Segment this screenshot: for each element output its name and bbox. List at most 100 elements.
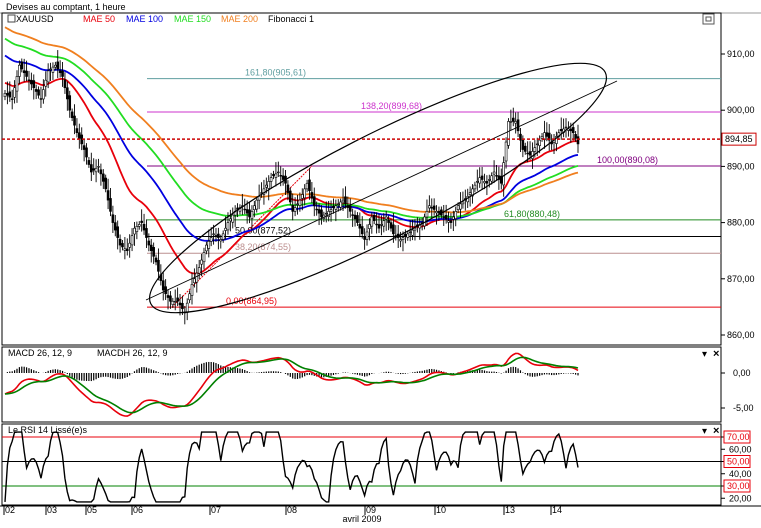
candle-body — [320, 209, 323, 218]
candle-body — [181, 303, 184, 310]
candle-body — [476, 181, 479, 183]
candle-body — [135, 226, 139, 232]
candle-body — [401, 237, 405, 240]
candle-body — [461, 201, 465, 205]
candle-body — [432, 205, 436, 210]
candle-body — [368, 224, 371, 229]
candle-body — [61, 70, 64, 77]
candle-body — [85, 147, 88, 158]
candle-body — [356, 215, 359, 223]
candle-body — [447, 220, 450, 223]
symbol-icon[interactable] — [7, 14, 16, 23]
candle-body — [387, 220, 390, 223]
candle-body — [109, 198, 112, 212]
day-label: 09 — [366, 505, 376, 515]
candle-body — [123, 248, 127, 251]
candle-body — [437, 211, 441, 214]
legend-mae-200[interactable]: MAE 200 — [221, 14, 258, 24]
candle-body — [130, 235, 134, 246]
legend-mae-50[interactable]: MAE 50 — [83, 14, 115, 24]
candle-body — [44, 79, 48, 87]
candle-body — [157, 259, 160, 272]
candle-body — [54, 64, 57, 68]
candle-body — [310, 192, 314, 199]
macdh-label[interactable]: MACDH 26, 12, 9 — [97, 348, 168, 358]
candle-body — [226, 222, 230, 231]
macd-close-icon[interactable]: × — [713, 348, 719, 360]
price-panel: XAUUSD MAE 50 MAE 100 MAE 150 MAE 200 Fi… — [1, 12, 757, 346]
candle-body — [154, 257, 158, 263]
candle-body — [468, 192, 472, 195]
legend-mae-100[interactable]: MAE 100 — [126, 14, 163, 24]
candle-body — [231, 214, 235, 223]
candle-body — [202, 252, 206, 263]
legend-fibonacci[interactable]: Fibonacci 1 — [268, 14, 314, 24]
candle-body — [190, 284, 194, 296]
legend-symbol[interactable]: XAUUSD — [16, 14, 54, 24]
candle-body — [195, 272, 199, 283]
candle-body — [212, 233, 215, 235]
candle-body — [87, 160, 91, 165]
candle-body — [106, 190, 110, 201]
price-tick-label: 860,00 — [727, 330, 755, 340]
candle-body — [574, 134, 577, 139]
candle-body — [329, 209, 333, 212]
candle-body — [526, 152, 529, 155]
price-tick-label: 900,00 — [727, 105, 755, 115]
rsi-close-icon[interactable]: × — [713, 425, 719, 437]
candle-body — [245, 209, 249, 214]
candle-body — [353, 214, 357, 220]
candle-body — [140, 220, 143, 223]
candle-body — [298, 199, 302, 206]
candle-body — [334, 205, 338, 210]
day-label: 03 — [47, 505, 57, 515]
candle-body — [540, 136, 544, 139]
candle-body — [516, 119, 520, 132]
candle-body — [564, 126, 568, 129]
candle-body — [161, 280, 165, 291]
macd-label[interactable]: MACD 26, 12, 9 — [8, 348, 72, 358]
fib-level-label: 161,80(905,61) — [245, 68, 306, 78]
candle-body — [305, 182, 309, 190]
legend: XAUUSD MAE 50 MAE 100 MAE 150 MAE 200 Fi… — [7, 14, 314, 24]
candle-body — [533, 147, 537, 152]
macd-tick-label: 0,00 — [733, 368, 751, 378]
candle-body — [428, 205, 431, 209]
day-label: 08 — [287, 505, 297, 515]
rsi-collapse-icon[interactable]: ▾ — [702, 426, 707, 437]
candle-body — [125, 248, 129, 251]
candle-body — [128, 242, 131, 248]
rsi-label[interactable]: Le RSI 14 Lissé(e)s — [8, 425, 88, 435]
legend-mae-150[interactable]: MAE 150 — [174, 14, 211, 24]
candle-body — [277, 171, 280, 174]
price-axis: 910,00 900,00 890,00 880,00 870,00 860,00 — [721, 49, 755, 340]
fib-level-label: 138,20(899,68) — [361, 101, 422, 111]
candle-body — [101, 173, 105, 182]
macd-tick-label: -5,00 — [733, 403, 754, 413]
candle-body — [133, 227, 136, 235]
candle-body — [281, 175, 285, 180]
day-label: 05 — [87, 505, 97, 515]
candle-body — [171, 300, 175, 305]
candle-body — [382, 220, 386, 227]
candle-body — [490, 175, 493, 182]
candle-body — [34, 89, 38, 92]
day-label: 10 — [436, 505, 446, 515]
candle-body — [78, 132, 81, 139]
candle-body — [399, 239, 402, 242]
maximize-button[interactable] — [702, 13, 715, 25]
candle-body — [571, 127, 575, 133]
candle-body — [13, 87, 16, 98]
macd-collapse-icon[interactable]: ▾ — [702, 349, 707, 360]
candle-body — [116, 226, 119, 238]
candle-body — [99, 169, 103, 175]
candle-body — [555, 136, 558, 144]
candle-body — [332, 205, 335, 208]
candle-body — [315, 208, 318, 211]
macd-panel: MACD 26, 12, 9 MACDH 26, 12, 9 0,00 -5,00… — [1, 346, 754, 423]
candle-body — [523, 145, 527, 152]
candle-body — [507, 121, 510, 146]
candle-body — [404, 233, 407, 237]
candle-body — [82, 145, 86, 150]
